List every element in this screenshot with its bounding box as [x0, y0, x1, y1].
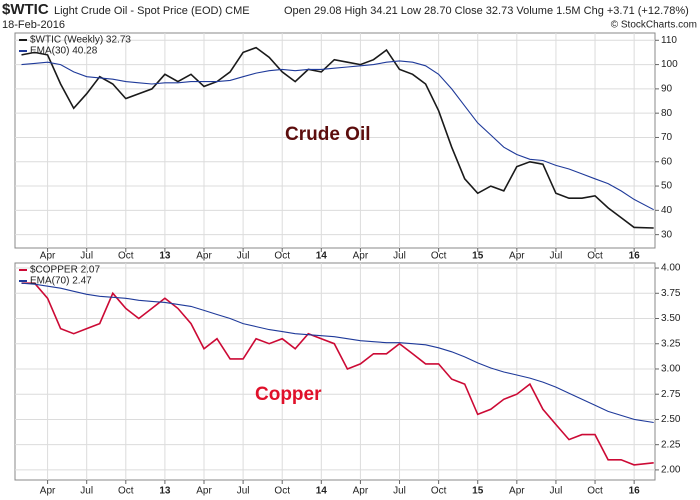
y-tick-label: 2.00 — [661, 465, 681, 476]
x-tick-label: 15 — [472, 486, 484, 497]
x-tick-label: Jul — [80, 486, 93, 497]
y-tick-label: 3.50 — [661, 313, 681, 324]
date: 18-Feb-2016 — [2, 19, 65, 31]
x-tick-label: Apr — [196, 486, 212, 497]
x-tick-label: Oct — [431, 486, 447, 497]
legend-label: EMA(30) 40.28 — [30, 46, 98, 57]
x-tick-label: Apr — [40, 486, 56, 497]
x-tick-label: Oct — [118, 251, 134, 262]
y-tick-label: 100 — [661, 59, 678, 70]
credit: © StockCharts.com — [611, 20, 697, 31]
x-tick-label: Apr — [196, 251, 212, 262]
x-tick-label: Jul — [550, 251, 563, 262]
legend-label: $COPPER 2.07 — [30, 265, 100, 276]
series-line — [21, 46, 654, 229]
x-tick-label: Jul — [393, 251, 406, 262]
y-tick-label: 2.75 — [661, 389, 681, 400]
legend-label: $WTIC (Weekly) 32.73 — [30, 35, 131, 46]
x-tick-label: Oct — [274, 251, 290, 262]
y-tick-label: 4.00 — [661, 263, 681, 274]
x-tick-label: 13 — [159, 251, 171, 262]
y-tick-label: 3.25 — [661, 338, 681, 349]
y-tick-label: 110 — [661, 35, 677, 46]
series-line — [21, 282, 654, 466]
x-tick-label: Oct — [587, 486, 603, 497]
series-line — [21, 282, 654, 424]
y-tick-label: 3.00 — [661, 364, 681, 375]
series-line — [21, 60, 654, 211]
x-tick-label: Apr — [509, 251, 525, 262]
plot-area — [14, 262, 656, 481]
y-tick-label: 2.50 — [661, 414, 681, 425]
x-tick-label: Apr — [509, 486, 525, 497]
plot-area — [14, 32, 656, 249]
legend-label: EMA(70) 2.47 — [30, 276, 92, 287]
y-tick-label: 50 — [661, 181, 673, 192]
x-tick-label: 14 — [316, 251, 328, 262]
x-tick-label: Jul — [550, 486, 563, 497]
y-tick-label: 70 — [661, 132, 673, 143]
x-tick-label: Apr — [353, 251, 369, 262]
x-tick-label: Jul — [237, 251, 250, 262]
x-tick-label: Oct — [118, 486, 134, 497]
y-tick-label: 2.25 — [661, 439, 681, 450]
chart-subtitle: Light Crude Oil - Spot Price (EOD) CME — [54, 5, 250, 17]
x-tick-label: 16 — [629, 251, 641, 262]
y-tick-label: 30 — [661, 229, 673, 240]
x-tick-label: Apr — [40, 251, 56, 262]
x-tick-label: Oct — [274, 486, 290, 497]
x-tick-label: Oct — [431, 251, 447, 262]
chart-title: $WTIC — [2, 1, 49, 18]
x-tick-label: 14 — [316, 486, 328, 497]
quote: Open 29.08 High 34.21 Low 28.70 Close 32… — [284, 5, 689, 17]
x-tick-label: Jul — [393, 486, 406, 497]
x-tick-label: 13 — [159, 486, 171, 497]
annotation: Crude Oil — [285, 124, 371, 145]
y-tick-label: 3.75 — [661, 288, 681, 299]
annotation: Copper — [255, 384, 322, 405]
x-tick-label: Apr — [353, 486, 369, 497]
x-tick-label: Jul — [80, 251, 93, 262]
y-tick-label: 60 — [661, 156, 673, 167]
x-tick-label: Oct — [587, 251, 603, 262]
y-tick-label: 90 — [661, 84, 673, 95]
x-tick-label: 16 — [629, 486, 641, 497]
y-tick-label: 80 — [661, 108, 673, 119]
x-tick-label: 15 — [472, 251, 484, 262]
y-tick-label: 40 — [661, 205, 673, 216]
x-tick-label: Jul — [237, 486, 250, 497]
